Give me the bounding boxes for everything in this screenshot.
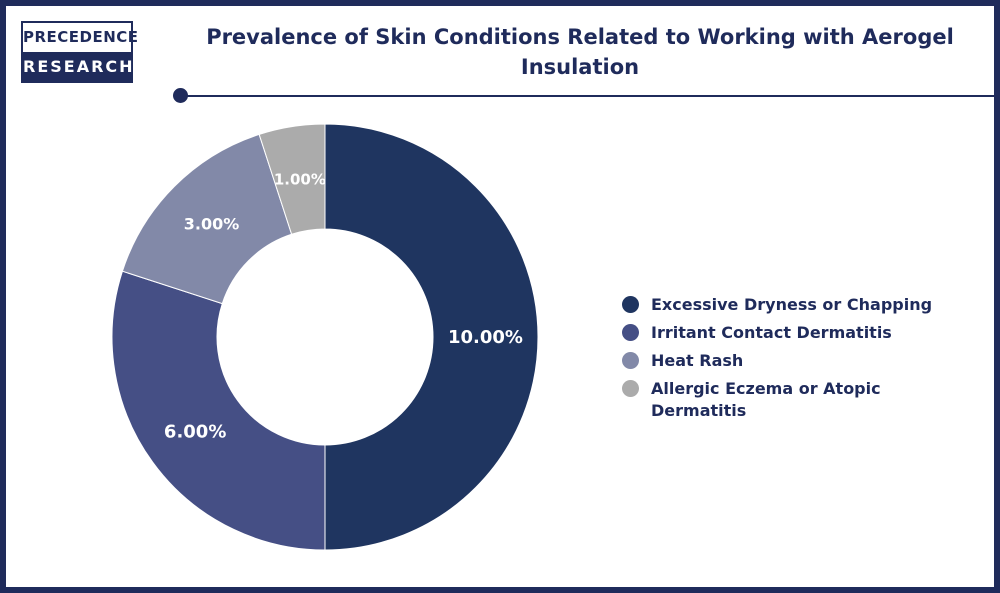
legend-item-2: Heat Rash xyxy=(622,350,982,372)
donut-slice-1 xyxy=(111,270,326,551)
legend-label-1: Irritant Contact Dermatitis xyxy=(651,323,892,342)
legend-label-3: Allergic Eczema or Atopic Dermatitis xyxy=(651,379,881,420)
chart-title: Prevalence of Skin Conditions Related to… xyxy=(206,25,954,79)
legend-item-3: Allergic Eczema or Atopic Dermatitis xyxy=(622,378,982,422)
legend-swatch-3 xyxy=(622,380,639,397)
slice-value-label-0: 10.00% xyxy=(448,327,523,348)
slice-value-label-2: 3.00% xyxy=(184,215,240,234)
legend-label-2: Heat Rash xyxy=(651,351,744,370)
chart-legend: Excessive Dryness or Chapping Irritant Co… xyxy=(622,294,982,428)
divider-line xyxy=(186,95,994,97)
legend-item-0: Excessive Dryness or Chapping xyxy=(622,294,982,316)
divider-dot xyxy=(173,88,188,103)
slice-value-label-1: 6.00% xyxy=(164,421,226,442)
brand-logo: PRECEDENCE RESEARCH xyxy=(21,21,139,83)
donut-slice-2 xyxy=(121,133,293,305)
donut-slice-0 xyxy=(324,123,539,551)
legend-swatch-1 xyxy=(622,324,639,341)
slice-value-label-3: 1.00% xyxy=(274,170,326,188)
logo-line-2: RESEARCH xyxy=(23,52,133,81)
donut-slice-3 xyxy=(258,123,326,235)
legend-label-0: Excessive Dryness or Chapping xyxy=(651,295,933,314)
legend-swatch-0 xyxy=(622,296,639,313)
legend-item-1: Irritant Contact Dermatitis xyxy=(622,322,982,344)
legend-swatch-2 xyxy=(622,352,639,369)
logo-line-1: PRECEDENCE xyxy=(23,28,139,46)
